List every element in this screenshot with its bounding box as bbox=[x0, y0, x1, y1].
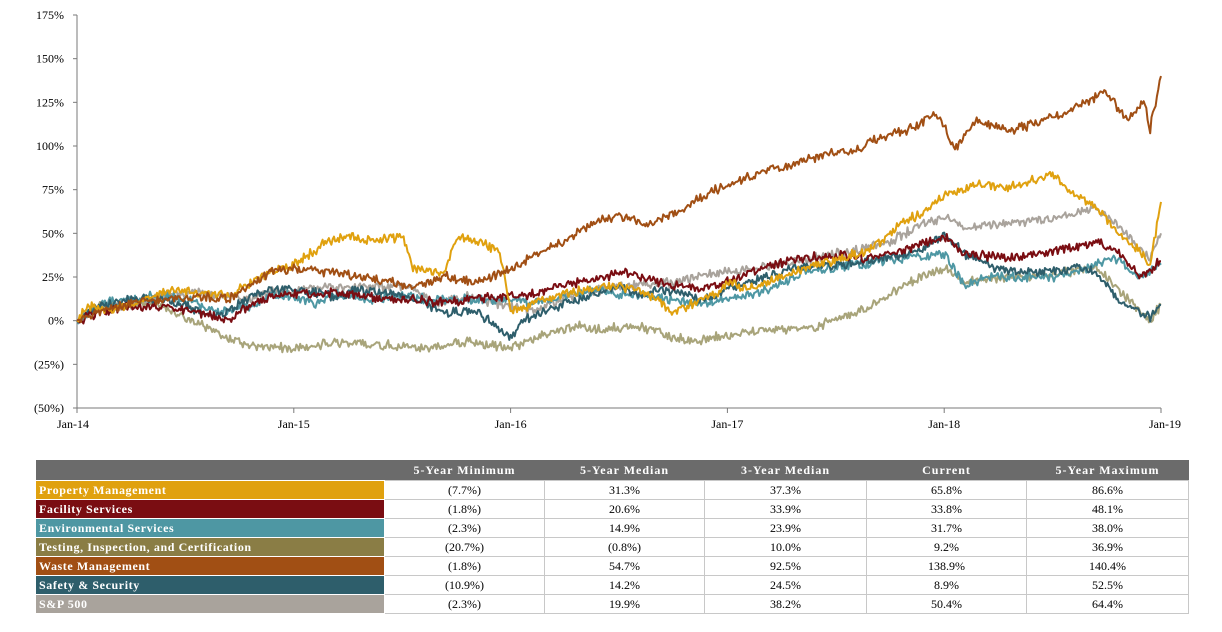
series-line-s-p-500 bbox=[76, 203, 1162, 323]
table-cell: (20.7%) bbox=[384, 537, 545, 557]
x-tick-label: Jan-16 bbox=[495, 417, 527, 431]
table-body: Property Management (7.7%) 31.3% 37.3% 65.8%… bbox=[35, 480, 1189, 614]
row-label: Facility Services bbox=[35, 499, 385, 519]
table-cell: 31.7% bbox=[866, 518, 1027, 538]
table-row: Facility Services (1.8%) 20.6% 33.9% 33.8% 48… bbox=[35, 499, 1189, 519]
table-row: Property Management (7.7%) 31.3% 37.3% 65.8%… bbox=[35, 480, 1189, 500]
table-cell: 64.4% bbox=[1026, 594, 1189, 614]
table-cell: (0.8%) bbox=[544, 537, 705, 557]
y-tick-label: 150% bbox=[36, 52, 64, 66]
header-5yr-median: 5-Year Median bbox=[544, 460, 705, 481]
header-5yr-min: 5-Year Minimum bbox=[384, 460, 545, 481]
line-chart: 175% 150% 125% 100% 75% 50% 25% 0% (25%) (50%) Jan… bbox=[34, 8, 1181, 431]
y-tick-label: 175% bbox=[36, 8, 64, 22]
table-cell: (1.8%) bbox=[384, 556, 545, 576]
table-cell: 14.9% bbox=[544, 518, 705, 538]
x-tick-label: Jan-14 bbox=[57, 417, 89, 431]
y-tick-label: 75% bbox=[42, 183, 64, 197]
x-tick-label: Jan-19 bbox=[1149, 417, 1181, 431]
table-row: Safety & Security (10.9%) 14.2% 24.5% 8.9% 52… bbox=[35, 575, 1189, 595]
y-tick-label: 50% bbox=[42, 226, 64, 240]
x-tick-label: Jan-17 bbox=[711, 417, 743, 431]
x-tick-label: Jan-18 bbox=[928, 417, 960, 431]
table-cell: 86.6% bbox=[1026, 480, 1189, 500]
row-label: Environmental Services bbox=[35, 518, 385, 538]
table-cell: 138.9% bbox=[866, 556, 1027, 576]
table-row: Environmental Services (2.3%) 14.9% 23.9% 31… bbox=[35, 518, 1189, 538]
y-tick-label: 25% bbox=[42, 270, 64, 284]
table-cell: 33.9% bbox=[704, 499, 867, 519]
table-cell: 20.6% bbox=[544, 499, 705, 519]
table-cell: (2.3%) bbox=[384, 518, 545, 538]
table-row: Testing, Inspection, and Certification (2… bbox=[35, 537, 1189, 557]
table-cell: 38.0% bbox=[1026, 518, 1189, 538]
header-current: Current bbox=[866, 460, 1027, 481]
y-tick-label: (50%) bbox=[34, 401, 64, 415]
table-cell: (7.7%) bbox=[384, 480, 545, 500]
table-cell: 8.9% bbox=[866, 575, 1027, 595]
table-cell: 48.1% bbox=[1026, 499, 1189, 519]
table-cell: 65.8% bbox=[866, 480, 1027, 500]
chart-series bbox=[76, 75, 1162, 354]
row-label: S&P 500 bbox=[35, 594, 385, 614]
table-cell: 24.5% bbox=[704, 575, 867, 595]
y-tick-label: 0% bbox=[48, 314, 64, 328]
table-cell: 38.2% bbox=[704, 594, 867, 614]
series-line-waste-management bbox=[76, 75, 1162, 324]
table-row: S&P 500 (2.3%) 19.9% 38.2% 50.4% 64.4% bbox=[35, 594, 1189, 614]
table-cell: 54.7% bbox=[544, 556, 705, 576]
header-blank bbox=[35, 460, 385, 481]
table-cell: 50.4% bbox=[866, 594, 1027, 614]
summary-table: 5-Year Minimum 5-Year Median 3-Year Medi… bbox=[35, 460, 1189, 614]
table-cell: 19.9% bbox=[544, 594, 705, 614]
header-3yr-median: 3-Year Median bbox=[704, 460, 867, 481]
table-cell: 37.3% bbox=[704, 480, 867, 500]
table-cell: 36.9% bbox=[1026, 537, 1189, 557]
row-label: Testing, Inspection, and Certification bbox=[35, 537, 385, 557]
header-5yr-max: 5-Year Maximum bbox=[1026, 460, 1189, 481]
table-cell: 14.2% bbox=[544, 575, 705, 595]
table-cell: 31.3% bbox=[544, 480, 705, 500]
table-cell: 140.4% bbox=[1026, 556, 1189, 576]
table-cell: 33.8% bbox=[866, 499, 1027, 519]
y-tick-label: (25%) bbox=[34, 357, 64, 371]
row-label: Waste Management bbox=[35, 556, 385, 576]
table-cell: 9.2% bbox=[866, 537, 1027, 557]
table-cell: (1.8%) bbox=[384, 499, 545, 519]
table-cell: 10.0% bbox=[704, 537, 867, 557]
chart-axes: 175% 150% 125% 100% 75% 50% 25% 0% (25%) (50%) Jan… bbox=[34, 8, 1181, 431]
x-tick-label: Jan-15 bbox=[278, 417, 310, 431]
table-cell: (10.9%) bbox=[384, 575, 545, 595]
table-header-row: 5-Year Minimum 5-Year Median 3-Year Medi… bbox=[35, 460, 1189, 481]
row-label: Safety & Security bbox=[35, 575, 385, 595]
y-tick-label: 125% bbox=[36, 95, 64, 109]
table-cell: 52.5% bbox=[1026, 575, 1189, 595]
series-line-facility-services bbox=[76, 233, 1161, 325]
table-cell: 92.5% bbox=[704, 556, 867, 576]
row-label: Property Management bbox=[35, 480, 385, 500]
series-line-environmental-services bbox=[76, 249, 1162, 325]
y-tick-label: 100% bbox=[36, 139, 64, 153]
table-cell: 23.9% bbox=[704, 518, 867, 538]
table-cell: (2.3%) bbox=[384, 594, 545, 614]
table-row: Waste Management (1.8%) 54.7% 92.5% 138.9% 14… bbox=[35, 556, 1189, 576]
